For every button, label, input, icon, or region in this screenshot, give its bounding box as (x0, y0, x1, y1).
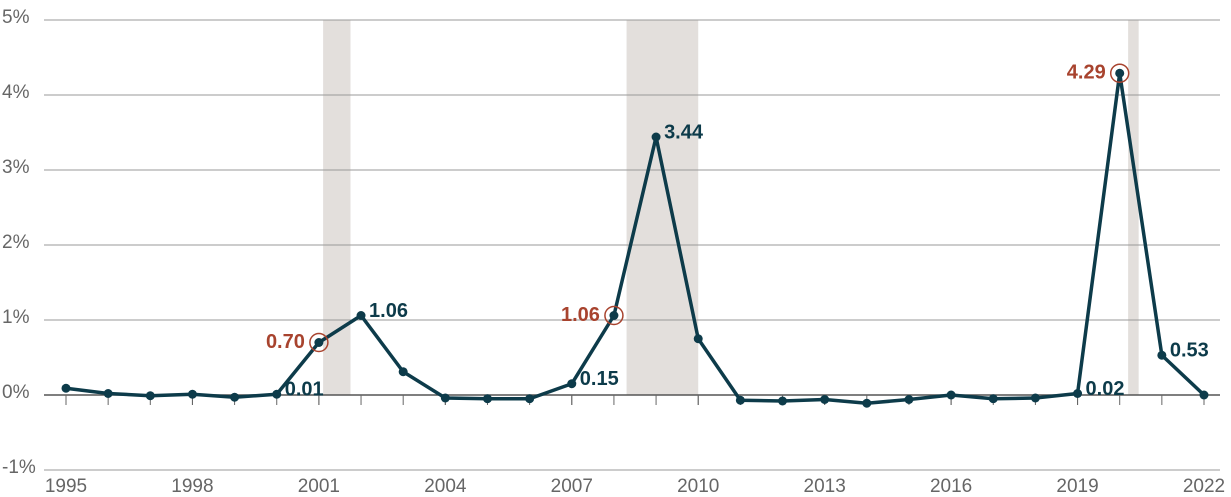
point (1115, 68, 1125, 78)
point (778, 396, 788, 406)
line (65, 71, 1206, 405)
x-tick-label: 2007 (551, 476, 593, 497)
x-tick-label: 2004 (424, 476, 467, 497)
value-label: 0.53 (1170, 340, 1209, 362)
point (525, 394, 535, 404)
point (988, 394, 998, 404)
recession-shade (626, 20, 699, 395)
point (1030, 393, 1040, 403)
point (904, 395, 914, 404)
point (693, 334, 703, 344)
value-label: 4.29 (1067, 62, 1106, 84)
x-tick-label: 2019 (1056, 476, 1098, 497)
point (440, 393, 450, 403)
highlight-ring (604, 305, 624, 326)
y-tick-label: 1% (2, 307, 30, 328)
recession-shade (1128, 20, 1139, 395)
x-tick-label: 1998 (171, 476, 213, 497)
y-tick-label: 0% (2, 382, 30, 403)
point (314, 338, 324, 347)
point (61, 383, 71, 393)
point (187, 389, 197, 399)
point (862, 398, 872, 408)
y-tick-label: 4% (2, 82, 30, 103)
highlight-ring (1109, 63, 1130, 83)
value-label: 0.02 (1086, 378, 1125, 400)
point (651, 132, 661, 142)
y-tick-label: 2% (2, 232, 30, 253)
point (356, 311, 366, 320)
point (1073, 389, 1083, 398)
point (398, 367, 408, 377)
y-tick-label: -1% (2, 457, 36, 478)
value-label: 1.06 (561, 304, 600, 326)
value-label: 0.15 (580, 368, 619, 390)
y-tick-label: 3% (2, 157, 30, 178)
value-label: 0.70 (266, 331, 305, 353)
x-tick-label: 2010 (677, 476, 719, 497)
x-tick-label: 1995 (45, 476, 87, 497)
x-tick-label: 2001 (298, 476, 340, 497)
point (1157, 350, 1167, 360)
value-label: 3.44 (664, 121, 704, 143)
value-label: 1.06 (369, 300, 408, 322)
point (820, 395, 830, 404)
point (145, 391, 155, 401)
x-tick-label: 2013 (804, 476, 846, 497)
y-tick-label: 5% (2, 7, 30, 28)
point (272, 389, 282, 399)
point (946, 390, 956, 400)
point (609, 311, 619, 320)
point (103, 389, 113, 398)
point (567, 379, 577, 389)
value-label: 0.01 (285, 379, 324, 401)
point (230, 392, 240, 402)
point (735, 395, 745, 405)
point (482, 394, 492, 404)
x-tick-label: 2022 (1183, 476, 1225, 497)
point (1199, 390, 1209, 400)
highlight-ring (309, 332, 329, 353)
x-tick-label: 2016 (930, 476, 972, 497)
